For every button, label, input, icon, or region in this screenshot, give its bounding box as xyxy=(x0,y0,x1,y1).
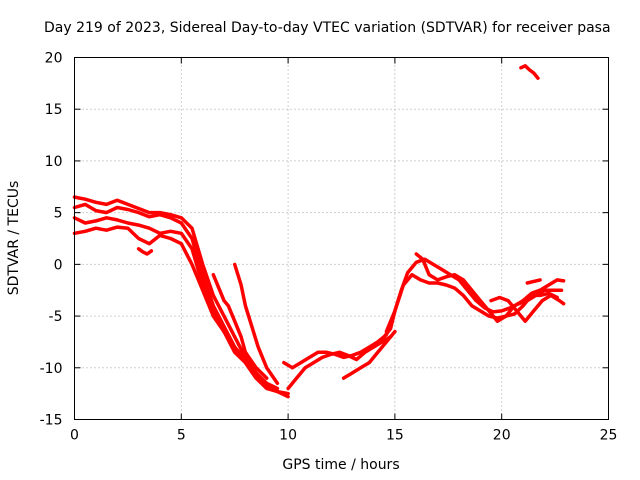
y-tick-label: -10 xyxy=(40,361,63,377)
series-line-trace-1 xyxy=(72,195,290,396)
y-tick-label: 20 xyxy=(45,51,63,67)
y-axis-label: SDTVAR / TECUs xyxy=(6,181,22,296)
y-tick-label: -5 xyxy=(49,309,63,325)
x-tick-label: 0 xyxy=(70,428,79,444)
y-tick-label: 10 xyxy=(45,154,63,170)
x-tick-label: 5 xyxy=(177,428,186,444)
series-line-trace-14 xyxy=(489,293,566,323)
series-line-trace-9 xyxy=(286,335,393,391)
series-line-trace-3 xyxy=(72,216,280,391)
ticks xyxy=(74,57,609,420)
y-tick-label: 5 xyxy=(54,206,63,222)
plot-frame xyxy=(74,57,609,420)
x-tick-label: 10 xyxy=(279,428,297,444)
x-tick-label: 20 xyxy=(493,428,511,444)
series-line-trace-4 xyxy=(72,225,269,386)
series-line-trace-15 xyxy=(525,278,542,285)
tick-labels: 0 5 10 15 20 25 -15 -10 -5 0 5 10 15 20 xyxy=(40,51,618,444)
grid xyxy=(74,57,609,420)
chart-title: Day 219 of 2023, Sidereal Day-to-day VTE… xyxy=(44,20,611,36)
x-axis-label: GPS time / hours xyxy=(282,457,399,473)
x-tick-label: 15 xyxy=(386,428,404,444)
series-line-trace-10 xyxy=(341,329,397,380)
x-tick-label: 25 xyxy=(600,428,618,444)
series-line-trace-11 xyxy=(382,257,564,339)
series-line-trace-13 xyxy=(414,252,566,323)
y-tick-label: 15 xyxy=(45,102,63,118)
series-line-trace-16 xyxy=(519,64,540,80)
series-line-trace-7 xyxy=(211,272,269,380)
series-line-trace-5 xyxy=(136,247,154,256)
y-tick-label: 0 xyxy=(54,257,63,273)
series-line-trace-6 xyxy=(232,262,280,386)
series-group xyxy=(72,64,566,399)
y-tick-label: -15 xyxy=(40,413,63,429)
series-line-trace-12 xyxy=(384,272,559,334)
